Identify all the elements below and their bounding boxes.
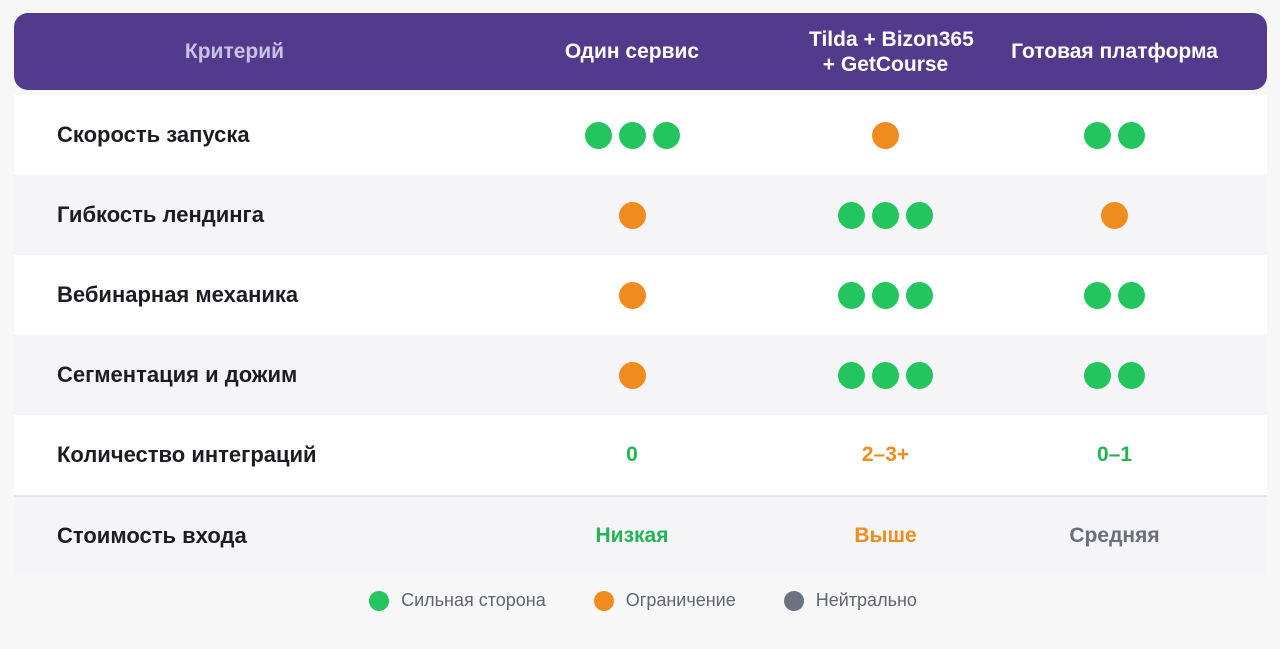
rating-cell <box>962 361 1267 389</box>
row-label: Скорость запуска <box>57 122 250 147</box>
green-dot-icon <box>838 201 865 229</box>
rating-text: 2–3+ <box>861 443 910 466</box>
rating-cell: 0 <box>455 443 809 467</box>
table-row: Скорость запуска <box>14 95 1267 175</box>
green-dot-icon <box>369 590 390 611</box>
table-row: Сегментация и дожим <box>14 335 1267 415</box>
legend-item: Нейтрально <box>783 590 917 611</box>
orange-dot-icon <box>1101 201 1128 229</box>
comparison-table: Критерий Один сервис Tilda + Bizon365 + … <box>14 13 1267 575</box>
legend-item: Сильная сторона <box>369 590 546 611</box>
green-dot-icon <box>872 361 899 389</box>
legend-label: Нейтрально <box>815 590 917 610</box>
legend-item: Ограничение <box>593 590 736 611</box>
green-dot-icon <box>584 121 612 149</box>
rating-cell <box>962 201 1267 229</box>
legend-label: Ограничение <box>625 590 736 610</box>
green-dot-icon <box>1084 281 1111 309</box>
rating-text: Средняя <box>1069 524 1160 547</box>
green-dot-icon <box>1118 121 1145 149</box>
green-dot-icon <box>1118 281 1145 309</box>
rating-cell <box>809 201 962 229</box>
table-row: Стоимость входа Низкая Выше Средняя <box>14 495 1267 575</box>
green-dot-icon <box>1084 121 1111 149</box>
header-criterion: Критерий <box>184 40 285 63</box>
rating-text: Низкая <box>595 524 669 547</box>
table-row: Гибкость лендинга <box>14 175 1267 255</box>
green-dot-icon <box>838 361 865 389</box>
rating-cell <box>962 281 1267 309</box>
green-dot-icon <box>872 281 899 309</box>
rating-text: Выше <box>854 524 917 547</box>
rating-cell <box>809 121 962 149</box>
legend: Сильная сторона Ограничение Нейтрально <box>0 590 1280 611</box>
header-tilda-bizon-getcourse: Tilda + Bizon365 + GetCourse <box>809 27 974 77</box>
rating-text: 0–1 <box>1096 443 1133 466</box>
rating-cell <box>962 121 1267 149</box>
header-one-service: Один сервис <box>564 40 700 63</box>
legend-label: Сильная сторона <box>401 590 546 610</box>
orange-dot-icon <box>872 121 899 149</box>
rating-cell: 0–1 <box>962 443 1267 467</box>
table-row: Количество интеграций 0 2–3+ 0–1 <box>14 415 1267 495</box>
green-dot-icon <box>1084 361 1111 389</box>
green-dot-icon <box>906 201 933 229</box>
row-label: Вебинарная механика <box>57 282 299 307</box>
rating-cell: Низкая <box>455 524 809 548</box>
rating-cell: 2–3+ <box>809 443 962 467</box>
orange-dot-icon <box>618 361 646 389</box>
rating-cell: Выше <box>809 524 962 548</box>
green-dot-icon <box>838 281 865 309</box>
header-col2-line1: Tilda + Bizon365 <box>809 27 974 51</box>
orange-dot-icon <box>618 281 646 309</box>
green-dot-icon <box>618 121 646 149</box>
row-label: Сегментация и дожим <box>57 362 298 387</box>
orange-dot-icon <box>593 590 614 611</box>
row-label: Гибкость лендинга <box>57 202 264 227</box>
green-dot-icon <box>906 281 933 309</box>
green-dot-icon <box>906 361 933 389</box>
green-dot-icon <box>872 201 899 229</box>
table-body: Скорость запуска Гибкость лендинга Вебинар… <box>14 95 1267 575</box>
row-label: Количество интеграций <box>57 442 317 467</box>
rating-cell <box>455 361 809 389</box>
rating-cell <box>455 121 809 149</box>
gray-dot-icon <box>783 590 804 611</box>
green-dot-icon <box>1118 361 1145 389</box>
rating-cell <box>455 201 809 229</box>
orange-dot-icon <box>618 201 646 229</box>
rating-cell <box>809 281 962 309</box>
rating-cell <box>455 281 809 309</box>
row-label: Стоимость входа <box>57 523 247 548</box>
rating-cell: Средняя <box>962 524 1267 548</box>
green-dot-icon <box>652 121 680 149</box>
header-col2-line2: + GetCourse <box>822 52 949 76</box>
table-header: Критерий Один сервис Tilda + Bizon365 + … <box>14 13 1267 90</box>
rating-text: 0 <box>626 443 638 466</box>
rating-cell <box>809 361 962 389</box>
header-ready-platform: Готовая платформа <box>1011 40 1218 63</box>
table-row: Вебинарная механика <box>14 255 1267 335</box>
